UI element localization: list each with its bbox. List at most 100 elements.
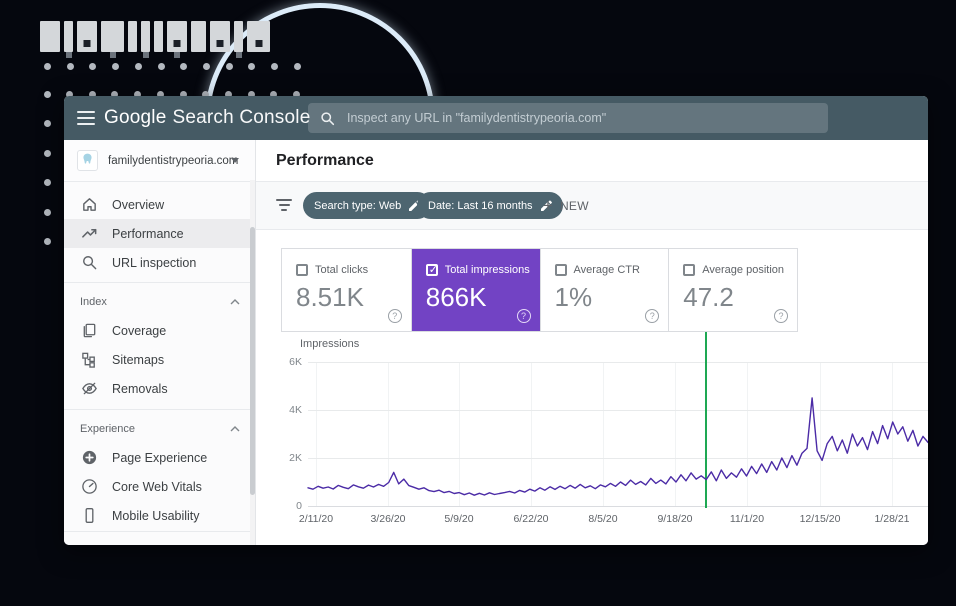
- sidebar-item-label: Performance: [112, 226, 184, 241]
- metric-card-total-impressions[interactable]: Total impressions 866K ?: [410, 249, 540, 331]
- filter-chip-search-type[interactable]: Search type: Web: [303, 192, 432, 219]
- sidebar: familydentistrypeoria.com Overview Perfo…: [64, 140, 256, 545]
- gauge-icon: [82, 479, 97, 494]
- sidebar-item-core-web-vitals[interactable]: Core Web Vitals: [64, 472, 250, 501]
- sidebar-item-url-inspection[interactable]: URL inspection: [64, 248, 250, 277]
- edit-pencil-icon: [540, 200, 552, 211]
- metric-value: 8.51K: [296, 282, 364, 312]
- x-tick-label: 11/1/20: [729, 513, 765, 525]
- property-favicon: [77, 150, 98, 171]
- chip-label: Search type: Web: [314, 199, 402, 212]
- deco-blocks: [40, 21, 270, 58]
- url-inspect-search-bar[interactable]: [308, 103, 828, 133]
- sidebar-item-removals[interactable]: Removals: [64, 374, 250, 403]
- divider: [64, 282, 250, 283]
- property-name: familydentistrypeoria.com: [108, 154, 239, 167]
- checkbox-unchecked-icon[interactable]: [554, 264, 567, 276]
- pages-icon: [83, 323, 96, 338]
- home-icon: [83, 198, 96, 211]
- impressions-line-chart: [307, 397, 928, 496]
- vertical-gridline: [820, 362, 821, 506]
- vertical-gridline: [531, 362, 532, 506]
- sidebar-item-page-experience[interactable]: Page Experience: [64, 443, 250, 472]
- page-title: Performance: [276, 151, 374, 169]
- metric-card-total-clicks[interactable]: Total clicks 8.51K ?: [282, 249, 411, 331]
- sidebar-item-overview[interactable]: Overview: [64, 190, 250, 219]
- section-label: Experience: [80, 423, 136, 435]
- sidebar-scrollbar[interactable]: [250, 180, 255, 545]
- sidebar-item-coverage[interactable]: Coverage: [64, 316, 250, 345]
- metric-label: Average CTR: [573, 264, 640, 276]
- property-selector[interactable]: familydentistrypeoria.com: [64, 140, 255, 182]
- vertical-gridline: [388, 362, 389, 506]
- sidebar-item-mobile-usability[interactable]: Mobile Usability: [64, 501, 250, 530]
- sidebar-item-performance[interactable]: Performance: [64, 219, 250, 248]
- sidebar-item-sitemaps[interactable]: Sitemaps: [64, 345, 250, 374]
- section-label: Index: [80, 296, 107, 308]
- plus-circle-icon: [82, 450, 97, 465]
- help-icon[interactable]: ?: [645, 309, 660, 323]
- sidebar-item-label: Page Experience: [112, 450, 208, 465]
- gridline-4k: [308, 410, 928, 411]
- metric-label: Total impressions: [444, 264, 530, 276]
- x-tick-label: 6/22/20: [513, 513, 549, 525]
- filter-list-icon[interactable]: [276, 199, 292, 212]
- vertical-gridline: [459, 362, 460, 506]
- x-tick-label: 3/26/20: [370, 513, 406, 525]
- gridline-2k: [308, 458, 928, 459]
- sidebar-item-label: Overview: [112, 197, 165, 212]
- x-tick-label: 1/28/21: [874, 513, 910, 525]
- y-tick-label: 4K: [289, 404, 302, 416]
- help-icon[interactable]: ?: [774, 309, 788, 323]
- x-tick-label: 8/5/20: [588, 513, 618, 525]
- eye-off-icon: [82, 382, 97, 395]
- search-icon: [321, 111, 335, 125]
- plus-icon: +: [543, 196, 553, 215]
- metric-card-average-position[interactable]: Average position 47.2 ?: [668, 249, 797, 331]
- new-button-label: NEW: [559, 198, 589, 213]
- edit-pencil-icon: [409, 200, 421, 211]
- help-icon[interactable]: ?: [387, 309, 402, 323]
- phone-icon: [85, 508, 94, 523]
- search-input[interactable]: [347, 111, 816, 125]
- checkbox-unchecked-icon[interactable]: [683, 264, 696, 276]
- sidebar-item-label: Sitemaps: [112, 352, 165, 367]
- x-tick-label: 2/11/20: [298, 513, 334, 525]
- scrollbar-thumb[interactable]: [250, 227, 255, 495]
- app-logo: Google Search Console: [104, 96, 310, 140]
- x-tick-label: 9/18/20: [657, 513, 693, 525]
- checkbox-checked-icon[interactable]: [425, 263, 438, 276]
- filter-bar: Search type: Web Date: Last 16 months + …: [256, 182, 928, 230]
- chip-label: Date: Last 16 months: [428, 199, 533, 212]
- metric-label: Average position: [702, 264, 784, 276]
- metric-cards: Total clicks 8.51K ? Total impressions 8…: [281, 248, 798, 332]
- help-icon[interactable]: ?: [516, 309, 531, 323]
- chevron-up-icon: [230, 426, 240, 432]
- metric-card-average-ctr[interactable]: Average CTR 1% ?: [539, 249, 669, 331]
- menu-icon[interactable]: [77, 111, 95, 125]
- sidebar-item-label: URL inspection: [112, 255, 197, 270]
- sidebar-item-label: Core Web Vitals: [112, 479, 202, 494]
- vertical-gridline: [316, 362, 317, 506]
- section-header-experience[interactable]: Experience: [80, 421, 240, 437]
- x-tick-label: 5/9/20: [444, 513, 474, 525]
- search-icon: [83, 256, 97, 270]
- tooth-icon: [83, 153, 92, 164]
- x-tick-label: 12/15/20: [799, 513, 841, 525]
- trending-up-icon: [82, 228, 97, 238]
- title-row: Performance: [256, 140, 928, 182]
- gridline-0: [308, 506, 928, 507]
- checkbox-unchecked-icon[interactable]: [296, 264, 308, 276]
- logo-google: Google: [104, 107, 167, 128]
- impressions-chart: 6K 4K 2K 0 2/11/20 3/26/20 5/9/20 6/22/2…: [289, 332, 928, 525]
- sidebar-item-label: Mobile Usability: [112, 508, 200, 523]
- section-header-index[interactable]: Index: [80, 294, 240, 310]
- annotation-line: [705, 332, 707, 508]
- filter-chip-date-range[interactable]: Date: Last 16 months: [417, 192, 563, 219]
- divider: [64, 531, 250, 532]
- main-content: Performance Search type: Web Date: Last …: [256, 140, 928, 545]
- new-filter-button[interactable]: + NEW: [543, 192, 589, 219]
- y-tick-label: 0: [296, 500, 302, 512]
- metric-value: 866K: [425, 282, 487, 312]
